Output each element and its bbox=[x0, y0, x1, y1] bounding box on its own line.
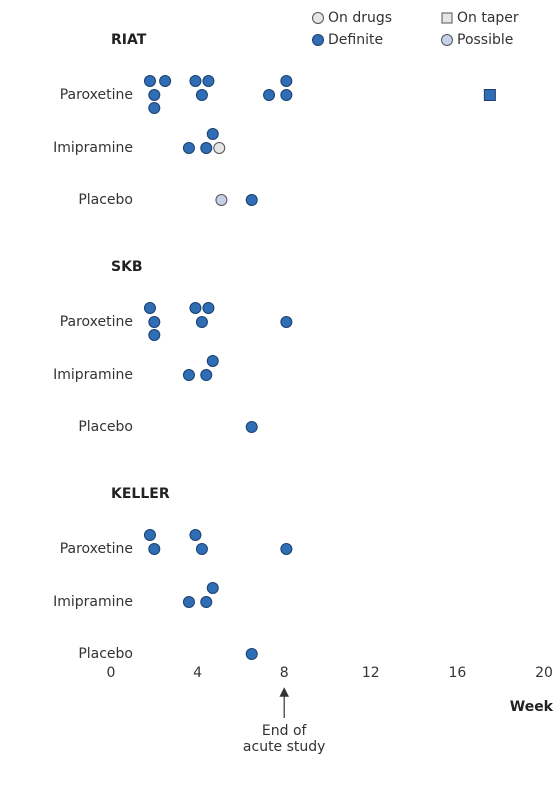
x-tick-label: 12 bbox=[362, 665, 380, 681]
dot bbox=[245, 648, 258, 660]
x-tick-label: 4 bbox=[193, 665, 202, 681]
x-tick-label: 16 bbox=[448, 665, 466, 681]
y-tick-label: Placebo bbox=[78, 192, 133, 208]
dot bbox=[182, 596, 195, 608]
y-tick-label: Placebo bbox=[78, 419, 133, 435]
legend-label: On taper bbox=[457, 10, 519, 26]
dot bbox=[148, 316, 161, 328]
panel-title: RIAT bbox=[111, 32, 147, 48]
legend-swatch bbox=[441, 34, 453, 46]
dot bbox=[200, 142, 213, 154]
y-tick-label: Imipramine bbox=[53, 140, 133, 156]
dot bbox=[143, 529, 156, 541]
annotation-text: End of bbox=[262, 723, 308, 739]
dot bbox=[148, 543, 161, 555]
dot bbox=[195, 316, 208, 328]
y-tick-label: Paroxetine bbox=[60, 541, 133, 557]
dot bbox=[245, 421, 258, 433]
y-tick-label: Imipramine bbox=[53, 367, 133, 383]
dot bbox=[213, 142, 226, 154]
dot bbox=[202, 75, 215, 87]
legend-label: On drugs bbox=[328, 10, 392, 26]
dot bbox=[189, 75, 202, 87]
dot bbox=[280, 75, 293, 87]
dot bbox=[195, 543, 208, 555]
dot bbox=[215, 194, 228, 206]
dot bbox=[200, 369, 213, 381]
dot bbox=[280, 89, 293, 101]
dot bbox=[143, 302, 156, 314]
dot bbox=[182, 369, 195, 381]
annotation-text: acute study bbox=[243, 739, 326, 755]
legend-swatch bbox=[312, 34, 324, 46]
dot-square bbox=[483, 89, 496, 101]
dot bbox=[182, 142, 195, 154]
dot bbox=[148, 329, 161, 341]
dot bbox=[245, 194, 258, 206]
x-tick-label: 0 bbox=[107, 665, 116, 681]
dot bbox=[206, 355, 219, 367]
dot bbox=[143, 75, 156, 87]
y-tick-label: Imipramine bbox=[53, 594, 133, 610]
x-tick-label: 20 bbox=[535, 665, 553, 681]
dot bbox=[195, 89, 208, 101]
dot bbox=[280, 316, 293, 328]
y-tick-label: Paroxetine bbox=[60, 87, 133, 103]
legend-label: Definite bbox=[328, 32, 383, 48]
dot bbox=[263, 89, 276, 101]
dot bbox=[280, 543, 293, 555]
dot bbox=[202, 302, 215, 314]
dot bbox=[206, 582, 219, 594]
dot bbox=[189, 529, 202, 541]
dot bbox=[148, 102, 161, 114]
panel-title: SKB bbox=[111, 259, 143, 275]
y-tick-label: Paroxetine bbox=[60, 314, 133, 330]
panel-title: KELLER bbox=[111, 486, 170, 502]
x-axis-label: Week bbox=[510, 699, 554, 715]
dot bbox=[206, 128, 219, 140]
x-tick-label: 8 bbox=[280, 665, 289, 681]
dot bbox=[148, 89, 161, 101]
dot bbox=[189, 302, 202, 314]
legend-swatch bbox=[441, 12, 453, 24]
dot bbox=[200, 596, 213, 608]
legend-label: Possible bbox=[457, 32, 513, 48]
legend-swatch bbox=[312, 12, 324, 24]
dot bbox=[159, 75, 172, 87]
y-tick-label: Placebo bbox=[78, 646, 133, 662]
